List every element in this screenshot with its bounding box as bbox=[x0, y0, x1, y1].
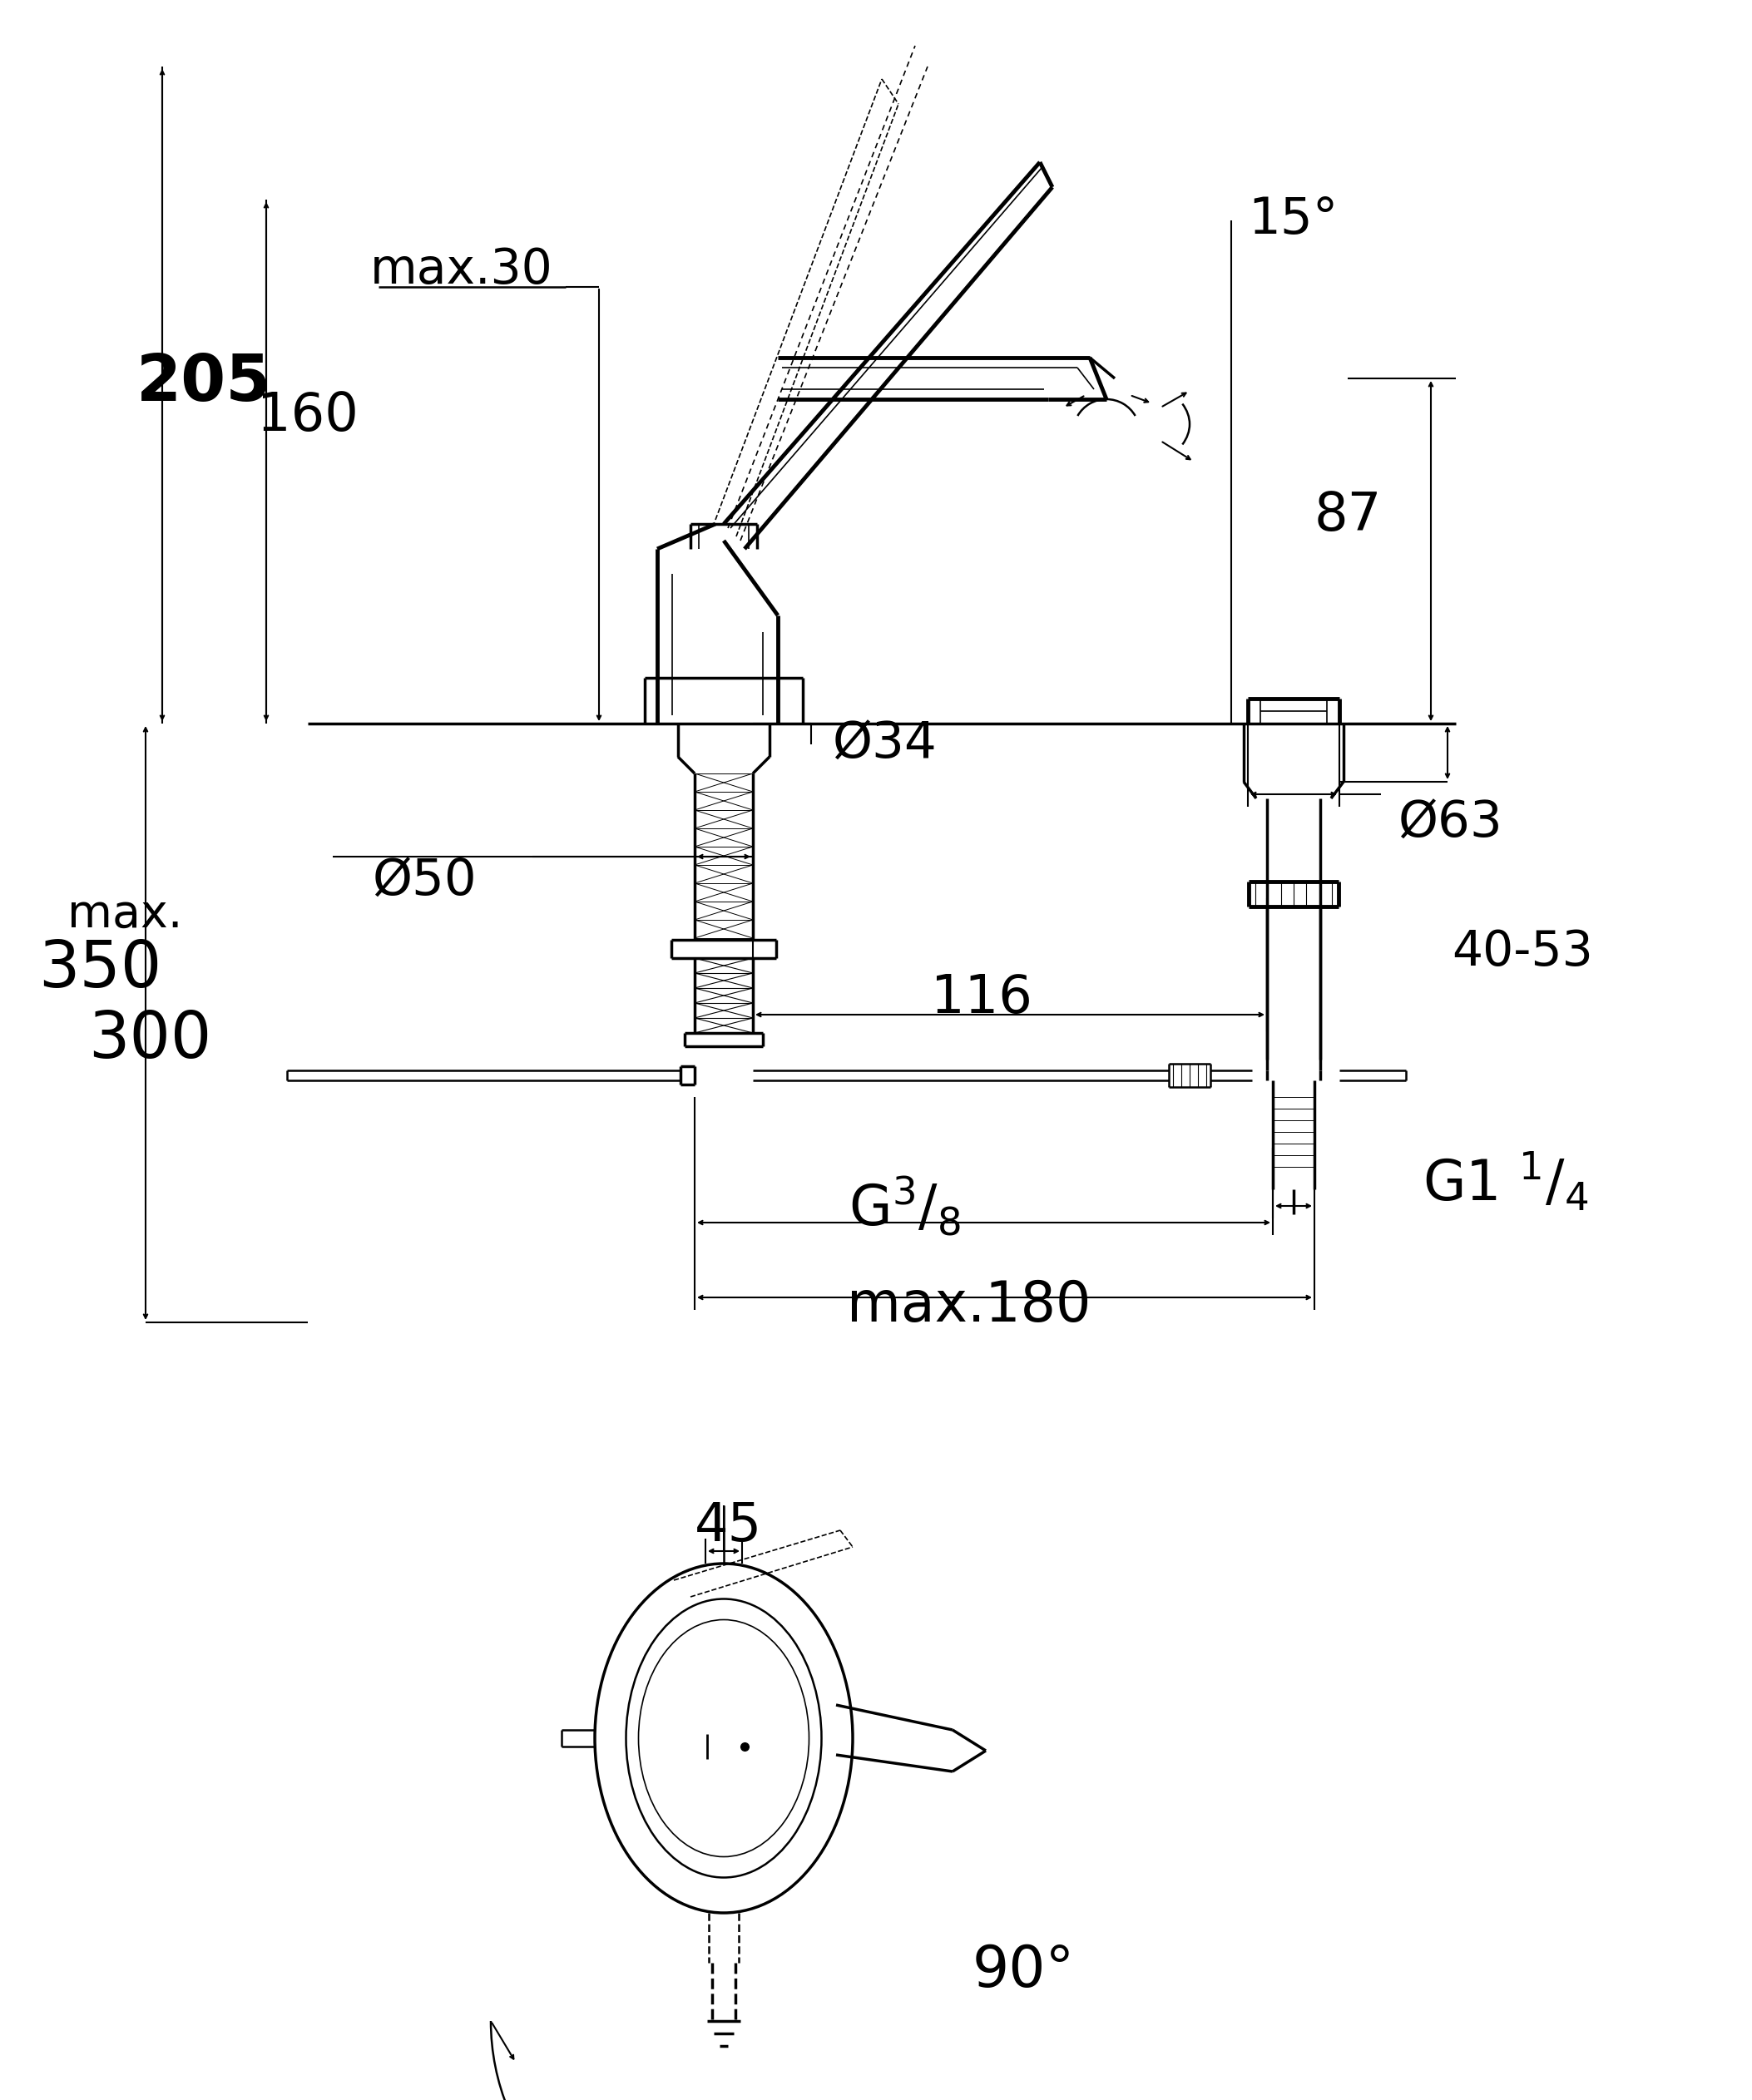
Text: 205: 205 bbox=[137, 351, 272, 414]
Text: 87: 87 bbox=[1314, 489, 1382, 542]
Text: 116: 116 bbox=[930, 972, 1032, 1025]
Text: 90°: 90° bbox=[972, 1942, 1074, 1999]
Text: Ø34: Ø34 bbox=[832, 720, 937, 769]
Text: G1 $^{1}$/$_{\mathregular{4}}$: G1 $^{1}$/$_{\mathregular{4}}$ bbox=[1423, 1149, 1589, 1212]
Text: 45: 45 bbox=[694, 1499, 762, 1552]
Text: 300: 300 bbox=[88, 1008, 212, 1071]
Text: 40-53: 40-53 bbox=[1452, 928, 1593, 976]
Text: 350: 350 bbox=[39, 937, 161, 1000]
Text: max.: max. bbox=[67, 892, 182, 937]
Text: Ø63: Ø63 bbox=[1398, 798, 1501, 848]
Text: 15°: 15° bbox=[1247, 195, 1339, 246]
Text: G$^{3}$/$_{\mathregular{8}}$: G$^{3}$/$_{\mathregular{8}}$ bbox=[848, 1174, 962, 1237]
Text: max.30: max.30 bbox=[370, 246, 554, 294]
Text: 160: 160 bbox=[258, 391, 359, 441]
Text: Ø50: Ø50 bbox=[371, 857, 477, 905]
Text: max.180: max.180 bbox=[848, 1279, 1091, 1334]
